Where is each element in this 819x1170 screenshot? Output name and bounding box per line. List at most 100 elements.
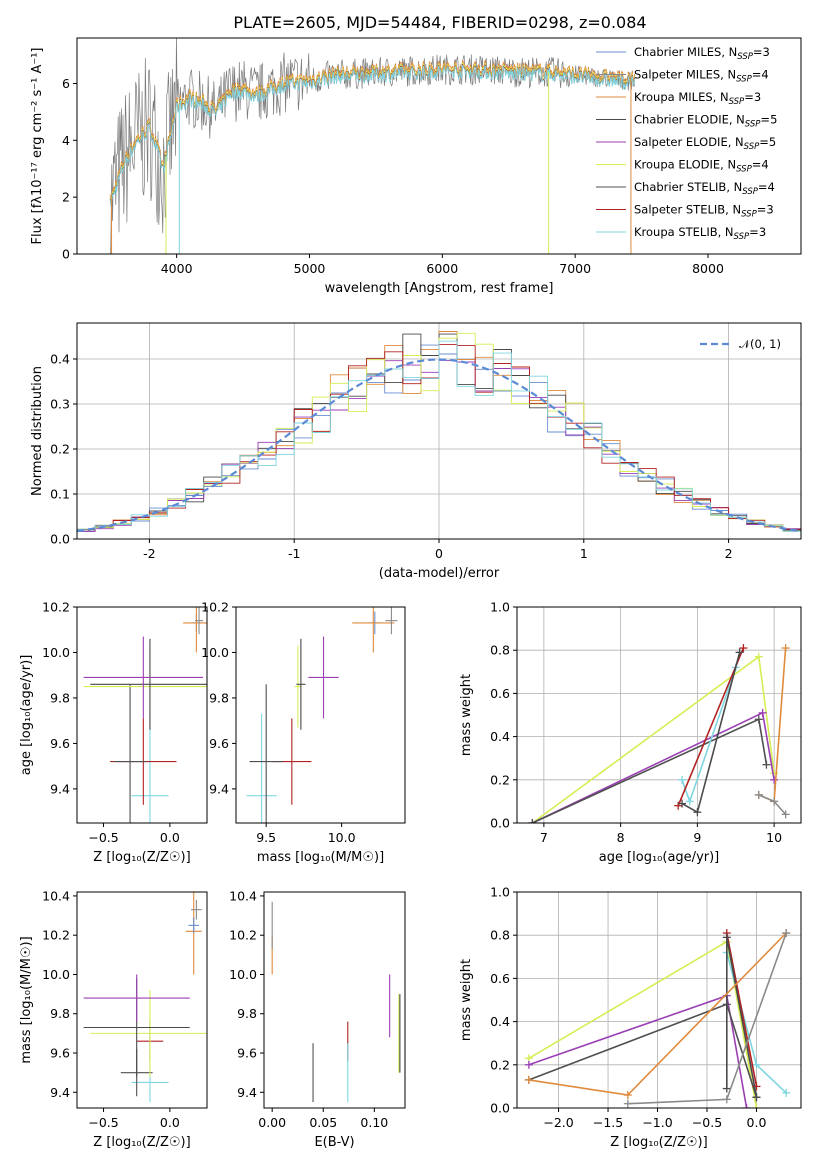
plot-frame [76, 37, 802, 255]
model-spectrum-line [109, 62, 636, 205]
weight-point-marker [752, 1104, 761, 1108]
y-tick-label: 10.2 [42, 928, 70, 943]
y-tick-label: 9.8 [237, 1006, 257, 1021]
plot-frame [516, 606, 802, 824]
y-tick-label: 9.8 [50, 690, 70, 705]
y-tick-label: 0.8 [490, 643, 510, 658]
y-tick-label: 9.4 [209, 781, 229, 796]
weight-point-marker [742, 1104, 751, 1108]
weight-point-marker [781, 644, 790, 653]
x-tick-label: 10.0 [328, 830, 356, 845]
y-tick-label: 4 [62, 133, 70, 148]
figure-title: PLATE=2605, MJD=54484, FIBERID=0298, z=0… [233, 13, 646, 32]
y-tick-label: 1.0 [490, 600, 510, 615]
legend-entry: Chabrier STELIB, NSSP=4 [634, 180, 775, 197]
residuals-panel: -2 -1 0 1 2 0.0 0.1 0.2 0.3 0.4 (data-model)/error… [30, 322, 802, 581]
weight-point-marker [678, 799, 687, 808]
errorbar-point [188, 917, 200, 934]
x-tick-label: 8 [617, 830, 625, 845]
y-tick-label: 0.2 [490, 772, 510, 787]
y-tick-label: 9.6 [50, 1046, 70, 1061]
y-tick-label: 9.8 [50, 1006, 70, 1021]
weight-point-marker [722, 1095, 731, 1104]
errorbar-point [191, 899, 202, 920]
x-tick-label: 9.5 [256, 830, 276, 845]
weight-point-marker [623, 1099, 632, 1108]
z-age-x-axis-label: Z [log₁₀(Z/Z☉)] [93, 850, 190, 865]
y-tick-label: 9.6 [237, 1046, 257, 1061]
errorbar-point [90, 990, 207, 1077]
x-tick-label: 8000 [692, 261, 724, 276]
z-age-panel: −0.5 0.0 9.4 9.6 9.8 10.0 10.2 Z [log₁₀(Z/Z☉)] a… [19, 600, 208, 865]
x-tick-label: −1.5 [593, 1115, 623, 1130]
x-tick-label: −0.5 [692, 1115, 722, 1130]
weight-point-marker [623, 1091, 632, 1100]
x-tick-label: −0.5 [88, 1115, 118, 1130]
y-tick-label: 0.8 [490, 928, 510, 943]
y-tick-label: 6 [62, 76, 70, 91]
residuals-x-axis-label: (data-model)/error [379, 566, 500, 581]
x-tick-label: 0 [435, 546, 443, 561]
weight-point-marker [754, 652, 763, 661]
ebv-mass-plot-area [271, 901, 401, 1103]
x-tick-label: 7 [540, 830, 548, 845]
y-tick-label: 10.2 [229, 928, 257, 943]
weight-point-marker [782, 1088, 791, 1097]
y-tick-label: 9.6 [209, 736, 229, 751]
z-weight-grid [517, 891, 801, 1109]
z-mass-panel: −0.5 0.0 9.4 9.6 9.8 10.0 10.2 10.4 Z [log₁₀(Z/Z… [19, 888, 208, 1150]
y-tick-label: 9.4 [237, 1085, 257, 1100]
errorbar-point [183, 607, 207, 653]
x-tick-label: 0.0 [160, 1115, 180, 1130]
age-weight-y-axis-label: mass weight [459, 674, 474, 756]
y-tick-label: 9.4 [50, 781, 70, 796]
residuals-y-axis-label: Normed distribution [30, 366, 45, 496]
y-tick-label: 0.4 [490, 1014, 510, 1029]
spectrum-plot-area [109, 38, 636, 254]
weight-series-line [677, 647, 745, 807]
plot-frame [76, 322, 802, 540]
legend-entry: Chabrier MILES, NSSP=3 [634, 45, 770, 62]
y-tick-label: 10.0 [42, 645, 70, 660]
x-tick-label: 2 [725, 546, 733, 561]
y-tick-label: 0.6 [490, 971, 510, 986]
weight-point-marker [758, 708, 767, 717]
y-tick-label: 9.4 [50, 1085, 70, 1100]
z-weight-x-axis-label: Z [log₁₀(Z/Z☉)] [610, 1135, 707, 1150]
x-tick-label: -1 [288, 546, 300, 561]
legend-entry: Kroupa STELIB, NSSP=3 [634, 225, 766, 242]
errorbar-point [83, 974, 190, 1022]
z-mass-x-axis-label: Z [log₁₀(Z/Z☉)] [93, 1135, 190, 1150]
weight-point-marker [754, 715, 763, 724]
mass-age-panel: 9.5 10.0 9.4 9.6 9.8 10.0 10.2 mass [log₁₀(M/M☉… [201, 600, 406, 865]
z-age-y-axis-label: age [log₁₀(age/yr)] [19, 655, 34, 776]
y-tick-label: 0.2 [490, 1057, 510, 1072]
errorbar-point [83, 636, 204, 719]
y-tick-label: 0.0 [50, 532, 70, 547]
legend-entry: Salpeter ELODIE, NSSP=5 [634, 135, 776, 152]
y-tick-label: 0.0 [490, 816, 510, 831]
x-tick-label: 0.00 [258, 1115, 286, 1130]
x-tick-label: 6000 [426, 261, 458, 276]
legend-entry: Kroupa MILES, NSSP=3 [634, 90, 761, 107]
y-tick-label: 10.2 [201, 600, 229, 615]
weight-point-marker [754, 790, 763, 799]
errorbar-point [296, 638, 306, 730]
x-tick-label: 4000 [161, 261, 193, 276]
spectrum-panel: 4000 5000 6000 7000 8000 0 2 4 6 wavelength [Angs… [30, 37, 802, 296]
z-mass-y-axis-label: mass [log₁₀(M/M☉)] [19, 936, 34, 1063]
x-tick-label: 0.05 [309, 1115, 337, 1130]
y-tick-label: 0.4 [490, 729, 510, 744]
y-tick-label: 10.0 [201, 645, 229, 660]
y-tick-label: 10.2 [42, 600, 70, 615]
y-tick-label: 0.2 [50, 442, 70, 457]
weight-series-line [758, 647, 787, 803]
y-tick-label: 0.3 [50, 397, 70, 412]
y-tick-label: 10.0 [42, 967, 70, 982]
legend-entry: Salpeter STELIB, NSSP=3 [634, 203, 774, 220]
weight-point-marker [524, 1060, 533, 1069]
weight-point-marker [770, 797, 779, 806]
plot-frame [76, 606, 208, 824]
age-weight-x-axis-label: age [log₁₀(age/yr)] [599, 850, 720, 865]
weight-point-marker [782, 929, 791, 938]
